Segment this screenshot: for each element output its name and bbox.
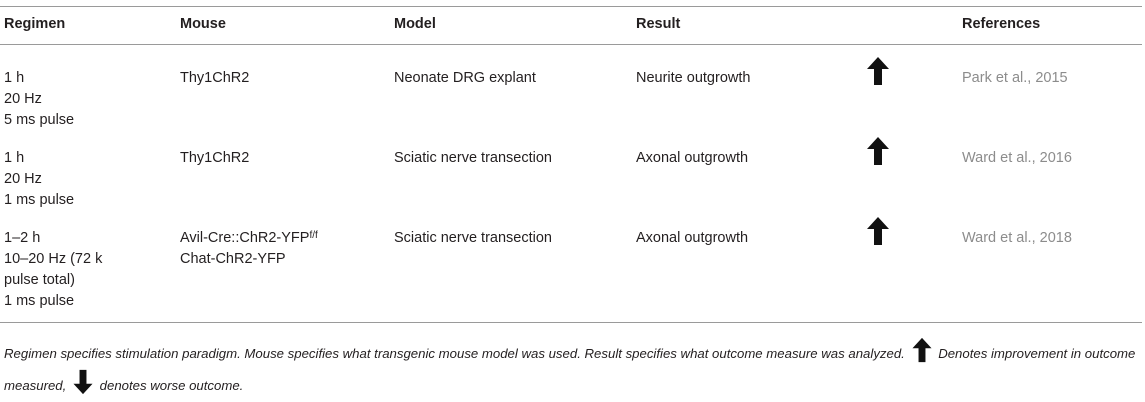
cell-result: Axonal outgrowth (636, 230, 749, 246)
header-regimen: Regimen (4, 16, 66, 32)
cell-regimen: 1 h 20 Hz 1 ms pulse (4, 148, 74, 211)
footnote-text: denotes worse outcome. (99, 378, 244, 393)
cell-model: Sciatic nerve transection (394, 150, 552, 166)
arrow-up-icon (911, 337, 932, 363)
genotype-superscript: f/f (309, 230, 318, 241)
regimen-line: 10–20 Hz (72 k (4, 251, 103, 267)
table-footnote: Regimen specifies stimulation paradigm. … (4, 337, 1144, 401)
header-model: Model (394, 16, 436, 32)
regimen-line: 1 h (4, 150, 25, 166)
footnote-text: Denotes improvement in outcome measured, (4, 346, 1136, 393)
regimen-line: 20 Hz (4, 91, 42, 107)
cell-mouse: Thy1ChR2 (180, 148, 249, 169)
mouse-line: Thy1ChR2 (180, 150, 250, 166)
mouse-line: Avil-Cre::ChR2-YFPf/f (180, 228, 318, 249)
mouse-strain: Avil-Cre::ChR2-YFP (180, 230, 310, 246)
cell-reference: Ward et al., 2016 (962, 150, 1072, 166)
mouse-line: Thy1ChR2 (180, 70, 250, 86)
regimen-line: 1 ms pulse (4, 192, 75, 208)
footnote-text: Regimen specifies stimulation paradigm. … (4, 346, 905, 361)
regimen-line: 20 Hz (4, 171, 42, 187)
header-mouse: Mouse (180, 16, 226, 32)
regimen-line: 1 ms pulse (4, 293, 75, 309)
cell-regimen: 1–2 h 10–20 Hz (72 k pulse total) 1 ms p… (4, 228, 102, 312)
header-result: Result (636, 16, 681, 32)
cell-model: Sciatic nerve transection (394, 230, 552, 246)
arrow-up-icon (867, 217, 889, 245)
regimen-line: 1 h (4, 70, 25, 86)
header-references: References (962, 16, 1041, 32)
regimen-line: 1–2 h (4, 230, 41, 246)
arrow-up-icon (867, 57, 889, 85)
arrow-down-icon (73, 369, 93, 395)
cell-mouse: Thy1ChR2 (180, 68, 249, 89)
cell-reference: Ward et al., 2018 (962, 230, 1072, 246)
arrow-up-icon (867, 137, 889, 165)
regimen-line: 5 ms pulse (4, 112, 75, 128)
cell-model: Neonate DRG explant (394, 70, 536, 86)
cell-reference: Park et al., 2015 (962, 70, 1068, 86)
cell-regimen: 1 h 20 Hz 5 ms pulse (4, 68, 74, 131)
cell-result: Axonal outgrowth (636, 150, 749, 166)
regimen-line: pulse total) (4, 272, 75, 288)
cell-mouse: Avil-Cre::ChR2-YFPf/f Chat-ChR2-YFP (180, 228, 318, 270)
cell-result: Neurite outgrowth (636, 70, 751, 86)
mouse-line: Chat-ChR2-YFP (180, 251, 286, 267)
table-top-rule (0, 6, 1142, 7)
table-bottom-rule (0, 322, 1142, 323)
table-header-rule (0, 44, 1142, 45)
